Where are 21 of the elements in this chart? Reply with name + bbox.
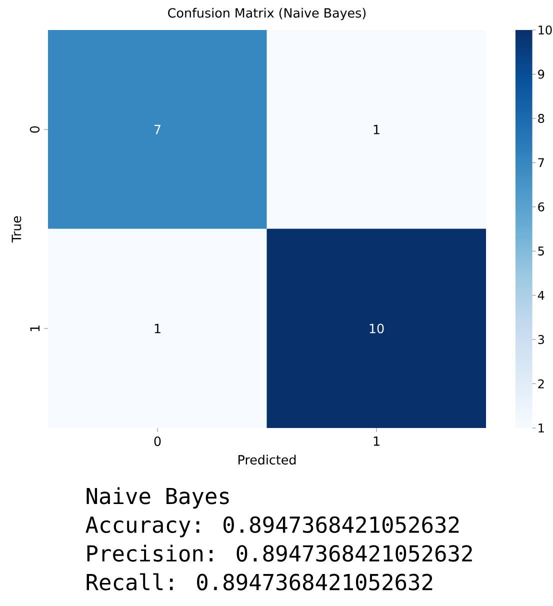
color-bar-label: 2 <box>538 379 544 388</box>
text: Naive Bayes <box>86 487 229 509</box>
color-bar-label: 6 <box>538 202 544 212</box>
color-bar-label: 9 <box>538 70 544 79</box>
data-label: 10 <box>370 324 384 334</box>
x-axis-title: Predicted <box>238 454 296 465</box>
text: Precision: 0.8947368421052632 <box>87 544 472 562</box>
color-bar-label: 5 <box>538 246 544 256</box>
y-axis-title: True <box>12 216 22 242</box>
data-label: 1 <box>374 124 380 134</box>
color-bar-label: 8 <box>538 114 544 123</box>
data-label: 7 <box>154 124 160 134</box>
text: Accuracy: 0.8947368421052632 <box>86 516 459 538</box>
color-bar-label: 4 <box>538 290 544 300</box>
color-bar-label: 1 <box>538 424 544 432</box>
color-bar-label: 10 <box>538 25 552 35</box>
color-bar-label: 3 <box>538 335 544 344</box>
text: Recall: 0.8947368421052632 <box>86 573 432 590</box>
data-label: 1 <box>154 324 160 334</box>
color-bar-label: 7 <box>538 158 544 168</box>
chart-title: Confusion Matrix (Naive Bayes) <box>168 8 366 20</box>
